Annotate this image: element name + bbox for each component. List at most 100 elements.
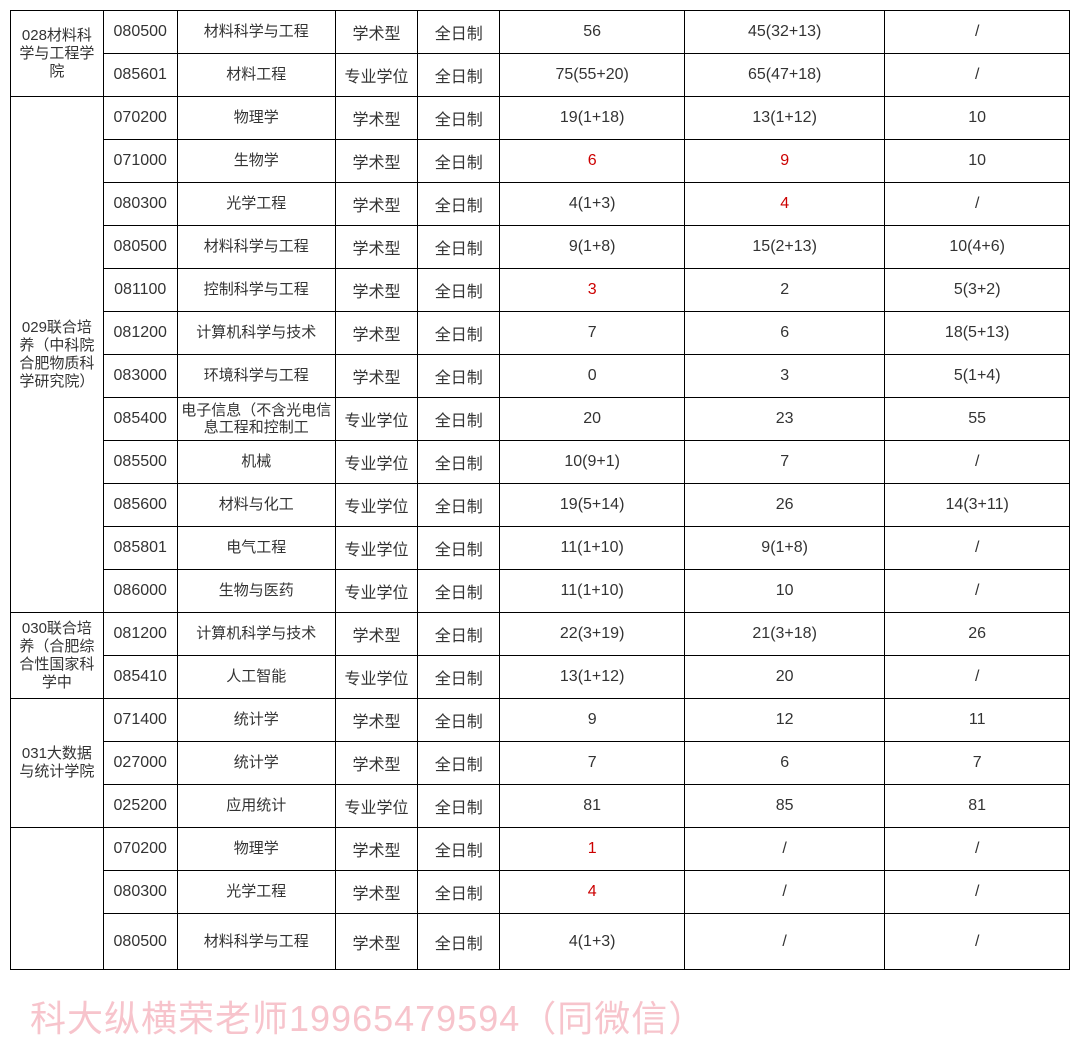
table-row: 081200计算机科学与技术学术型全日制7618(5+13) [11,312,1070,355]
type-cell: 学术型 [335,97,417,140]
col6-cell: 23 [684,398,884,441]
enrollment-table: 028材料科学与工程学院080500材料科学与工程学术型全日制5645(32+1… [10,10,1070,970]
col5-cell: 4(1+3) [500,183,685,226]
col6-cell: / [684,914,884,970]
col5-cell: 13(1+12) [500,656,685,699]
code-cell: 086000 [103,570,177,613]
col7-cell: 26 [885,613,1070,656]
col5-cell: 10(9+1) [500,441,685,484]
col5-cell: 3 [500,269,685,312]
mode-cell: 全日制 [418,97,500,140]
mode-cell: 全日制 [418,484,500,527]
major-cell: 生物学 [177,140,335,183]
col7-cell: / [885,183,1070,226]
code-cell: 027000 [103,742,177,785]
col5-cell: 19(1+18) [500,97,685,140]
major-cell: 电气工程 [177,527,335,570]
major-cell: 物理学 [177,828,335,871]
major-cell: 机械 [177,441,335,484]
table-row: 080300光学工程学术型全日制4// [11,871,1070,914]
col6-cell: 6 [684,312,884,355]
table-row: 080500材料科学与工程学术型全日制9(1+8)15(2+13)10(4+6) [11,226,1070,269]
major-cell: 材料科学与工程 [177,914,335,970]
col6-cell: 9(1+8) [684,527,884,570]
col5-cell: 22(3+19) [500,613,685,656]
col6-cell: 85 [684,785,884,828]
footer-watermark: 科大纵横荣老师19965479594（同微信） [10,990,1070,1042]
col7-cell: / [885,54,1070,97]
code-cell: 085410 [103,656,177,699]
col6-cell: 3 [684,355,884,398]
col5-cell: 19(5+14) [500,484,685,527]
type-cell: 专业学位 [335,484,417,527]
code-cell: 085801 [103,527,177,570]
major-cell: 统计学 [177,699,335,742]
table-row: 025200应用统计专业学位全日制818581 [11,785,1070,828]
col5-cell: 11(1+10) [500,570,685,613]
col6-cell: 45(32+13) [684,11,884,54]
dept-cell: 028材料科学与工程学院 [11,11,104,97]
type-cell: 专业学位 [335,785,417,828]
col7-cell: 7 [885,742,1070,785]
mode-cell: 全日制 [418,11,500,54]
table-row: 027000统计学学术型全日制767 [11,742,1070,785]
col7-cell: / [885,914,1070,970]
col6-cell: 7 [684,441,884,484]
col6-cell: 13(1+12) [684,97,884,140]
mode-cell: 全日制 [418,269,500,312]
col6-cell: 26 [684,484,884,527]
col7-cell: 10 [885,140,1070,183]
col7-cell: 11 [885,699,1070,742]
type-cell: 学术型 [335,613,417,656]
col7-cell: / [885,11,1070,54]
col7-cell: 10 [885,97,1070,140]
col6-cell: 2 [684,269,884,312]
type-cell: 专业学位 [335,527,417,570]
major-cell: 材料工程 [177,54,335,97]
table-row: 029联合培养（中科院合肥物质科学研究院）070200物理学学术型全日制19(1… [11,97,1070,140]
col7-cell: 81 [885,785,1070,828]
table-row: 085410人工智能专业学位全日制13(1+12)20/ [11,656,1070,699]
type-cell: 专业学位 [335,398,417,441]
code-cell: 080300 [103,183,177,226]
col6-cell: / [684,828,884,871]
dept-cell: 029联合培养（中科院合肥物质科学研究院） [11,97,104,613]
code-cell: 081100 [103,269,177,312]
code-cell: 025200 [103,785,177,828]
table-row: 086000生物与医药专业学位全日制11(1+10)10/ [11,570,1070,613]
col5-cell: 4(1+3) [500,914,685,970]
dept-cell: 030联合培养（合肥综合性国家科学中 [11,613,104,699]
col7-cell: 55 [885,398,1070,441]
code-cell: 070200 [103,828,177,871]
type-cell: 学术型 [335,828,417,871]
type-cell: 学术型 [335,183,417,226]
table-row: 031大数据与统计学院071400统计学学术型全日制91211 [11,699,1070,742]
type-cell: 专业学位 [335,570,417,613]
code-cell: 085400 [103,398,177,441]
dept-cell: 031大数据与统计学院 [11,699,104,828]
type-cell: 学术型 [335,11,417,54]
table-row: 028材料科学与工程学院080500材料科学与工程学术型全日制5645(32+1… [11,11,1070,54]
code-cell: 083000 [103,355,177,398]
code-cell: 080500 [103,226,177,269]
col7-cell: 18(5+13) [885,312,1070,355]
table-row: 071000生物学学术型全日制6910 [11,140,1070,183]
col6-cell: 4 [684,183,884,226]
major-cell: 环境科学与工程 [177,355,335,398]
type-cell: 学术型 [335,699,417,742]
mode-cell: 全日制 [418,140,500,183]
code-cell: 071400 [103,699,177,742]
col5-cell: 9 [500,699,685,742]
table-row: 080500材料科学与工程学术型全日制4(1+3)// [11,914,1070,970]
major-cell: 人工智能 [177,656,335,699]
major-cell: 控制科学与工程 [177,269,335,312]
col7-cell: / [885,828,1070,871]
major-cell: 计算机科学与技术 [177,312,335,355]
col7-cell: 5(1+4) [885,355,1070,398]
col6-cell: 6 [684,742,884,785]
mode-cell: 全日制 [418,914,500,970]
col7-cell: / [885,570,1070,613]
major-cell: 应用统计 [177,785,335,828]
type-cell: 学术型 [335,140,417,183]
type-cell: 学术型 [335,742,417,785]
